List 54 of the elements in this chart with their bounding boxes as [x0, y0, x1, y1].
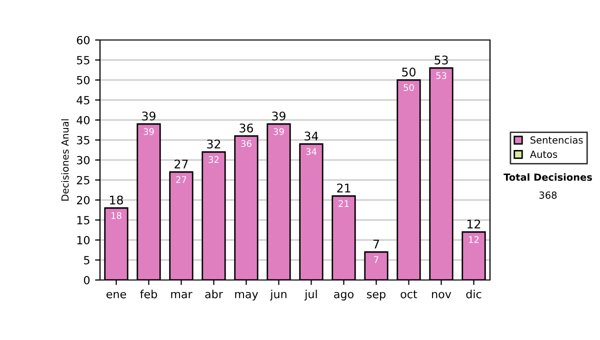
data-label: 39 — [144, 128, 154, 135]
total-label: 12 — [468, 220, 480, 228]
total-label: 53 — [434, 56, 448, 65]
y-tick-label: 20 — [76, 196, 90, 204]
total-label: 34 — [304, 132, 318, 141]
y-tick-label: 25 — [76, 176, 90, 184]
y-tick-label: 60 — [76, 36, 90, 44]
data-label: 32 — [208, 156, 219, 163]
x-tick-label: jun — [270, 290, 286, 300]
data-label: 36 — [241, 140, 252, 147]
text: Total Decisiones — [504, 173, 592, 181]
x-tick-label: dic — [466, 290, 482, 298]
x-tick-label: may — [235, 292, 258, 300]
y-tick-label: 30 — [76, 156, 90, 164]
x-tick-label: oct — [400, 290, 418, 298]
total-label: 36 — [240, 124, 254, 133]
legend-label: Sentencias — [530, 136, 583, 144]
data-label: 18 — [112, 212, 122, 219]
y-tick-label: 55 — [76, 56, 90, 64]
y-tick-label: 0 — [84, 276, 90, 284]
x-tick-label: ene — [106, 292, 126, 298]
total-label: 32 — [207, 140, 220, 149]
total-label: 18 — [110, 196, 123, 205]
y-tick-label: 45 — [76, 96, 90, 104]
x-tick-label: ago — [334, 292, 354, 300]
data-label: 53 — [436, 72, 446, 79]
y-tick-label: 35 — [76, 136, 90, 144]
total-label: 7 — [373, 240, 379, 248]
text: 368 — [539, 191, 557, 199]
x-tick-label: nov — [432, 292, 452, 298]
total-label: 21 — [337, 184, 350, 192]
y-tick-label: 50 — [76, 76, 90, 84]
y-tick-label: 5 — [84, 256, 90, 264]
total-label: 27 — [174, 160, 188, 168]
legend-label: Autos — [530, 150, 558, 158]
data-label: 34 — [306, 148, 316, 155]
y-tick-label: 15 — [77, 216, 90, 224]
data-label: 12 — [469, 236, 479, 243]
data-label: 27 — [176, 176, 186, 183]
x-tick-label: sep — [367, 292, 386, 300]
x-tick-label: jul — [304, 290, 317, 300]
data-label: 7 — [374, 256, 378, 263]
y-axis-title: Decisiones Anual — [61, 119, 69, 201]
y-tick-label: 10 — [77, 236, 90, 244]
y-tick-label: 40 — [76, 116, 90, 124]
total-label: 39 — [272, 112, 286, 121]
data-label: 21 — [338, 200, 349, 207]
x-tick-label: mar — [171, 292, 192, 298]
total-label: 39 — [142, 112, 156, 121]
x-tick-label: abr — [205, 290, 223, 298]
x-tick-label: feb — [140, 290, 158, 298]
data-label: 50 — [404, 84, 414, 91]
total-label: 50 — [402, 68, 416, 77]
data-label: 39 — [274, 128, 284, 135]
